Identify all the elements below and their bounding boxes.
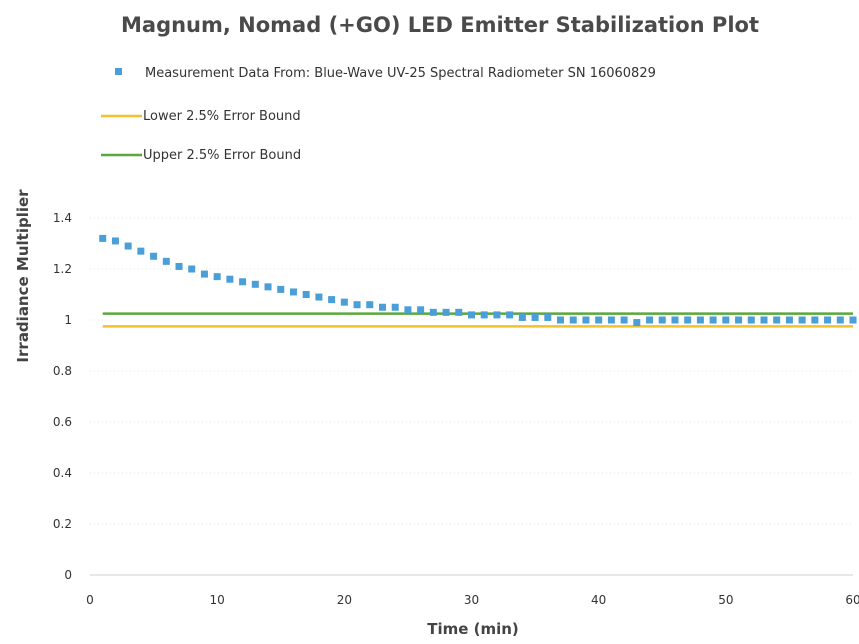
data-point <box>111 237 119 245</box>
data-point <box>137 247 145 255</box>
data-point <box>404 306 412 314</box>
y-tick-label: 1.4 <box>53 211 72 225</box>
data-point <box>391 303 399 311</box>
y-tick-label: 0 <box>64 568 72 582</box>
data-point <box>353 301 361 309</box>
x-axis-title: Time (min) <box>427 620 519 638</box>
data-point <box>747 316 755 324</box>
y-axis-ticks: 0 0.2 0.4 0.6 0.8 1 1.2 1.4 <box>53 211 72 582</box>
data-point <box>328 296 336 304</box>
data-point <box>251 280 259 288</box>
data-point <box>378 303 386 311</box>
data-point <box>620 316 628 324</box>
data-point <box>124 242 132 250</box>
measurement-points <box>99 234 857 327</box>
data-point <box>442 308 450 316</box>
y-tick-label: 1 <box>64 313 72 327</box>
data-point <box>188 265 196 273</box>
y-tick-label: 1.2 <box>53 262 72 276</box>
data-point <box>99 234 107 242</box>
data-point <box>709 316 717 324</box>
y-tick-label: 0.8 <box>53 364 72 378</box>
data-point <box>366 301 374 309</box>
data-point <box>518 313 526 321</box>
chart-legend: Measurement Data From: Blue-Wave UV-25 S… <box>101 66 656 163</box>
data-point <box>493 311 501 319</box>
data-point <box>277 285 285 293</box>
x-tick-label: 20 <box>337 593 352 607</box>
data-point <box>696 316 704 324</box>
legend-label-lower-bound: Lower 2.5% Error Bound <box>143 109 301 124</box>
data-point <box>480 311 488 319</box>
x-axis-ticks: 0 10 20 30 40 50 60 <box>86 593 859 607</box>
error-bound-lines <box>102 312 853 328</box>
data-point <box>162 257 170 265</box>
data-point <box>289 288 297 296</box>
y-tick-label: 0.2 <box>53 517 72 531</box>
data-point <box>544 313 552 321</box>
data-point <box>531 313 539 321</box>
legend-label-measurement: Measurement Data From: Blue-Wave UV-25 S… <box>145 66 656 81</box>
data-point <box>785 316 793 324</box>
data-point <box>557 316 565 324</box>
data-point <box>200 270 208 278</box>
data-point <box>646 316 654 324</box>
data-point <box>671 316 679 324</box>
data-point <box>735 316 743 324</box>
x-tick-label: 0 <box>86 593 94 607</box>
data-point <box>722 316 730 324</box>
data-point <box>506 311 514 319</box>
data-point <box>849 316 857 324</box>
data-point <box>824 316 832 324</box>
data-point <box>264 283 272 291</box>
data-point <box>468 311 475 319</box>
data-point <box>429 308 437 316</box>
chart-title: Magnum, Nomad (+GO) LED Emitter Stabiliz… <box>121 13 759 37</box>
data-point <box>239 278 247 286</box>
data-point <box>811 316 819 324</box>
data-point <box>315 293 323 301</box>
y-axis-title: Irradiance Multiplier <box>14 189 32 363</box>
data-point <box>658 316 666 324</box>
data-point <box>633 319 641 327</box>
y-tick-label: 0.6 <box>53 415 72 429</box>
x-tick-label: 10 <box>210 593 225 607</box>
x-tick-label: 50 <box>718 593 733 607</box>
x-tick-label: 40 <box>591 593 606 607</box>
data-point <box>213 273 221 281</box>
data-point <box>175 262 183 270</box>
data-point <box>455 308 463 316</box>
data-point <box>607 316 615 324</box>
y-tick-label: 0.4 <box>53 466 72 480</box>
legend-label-upper-bound: Upper 2.5% Error Bound <box>143 148 301 163</box>
data-point <box>569 316 577 324</box>
x-tick-label: 60 <box>845 593 859 607</box>
x-tick-label: 30 <box>464 593 479 607</box>
data-point <box>340 298 348 306</box>
data-point <box>150 252 158 260</box>
gridlines <box>90 217 853 525</box>
data-point <box>595 316 603 324</box>
data-point <box>773 316 781 324</box>
data-point <box>226 275 234 283</box>
data-point <box>760 316 768 324</box>
data-point <box>582 316 590 324</box>
data-point <box>684 316 692 324</box>
data-point <box>836 316 844 324</box>
legend-marker-measurement <box>115 68 122 75</box>
data-point <box>798 316 806 324</box>
data-point <box>417 306 425 314</box>
data-point <box>302 291 310 298</box>
